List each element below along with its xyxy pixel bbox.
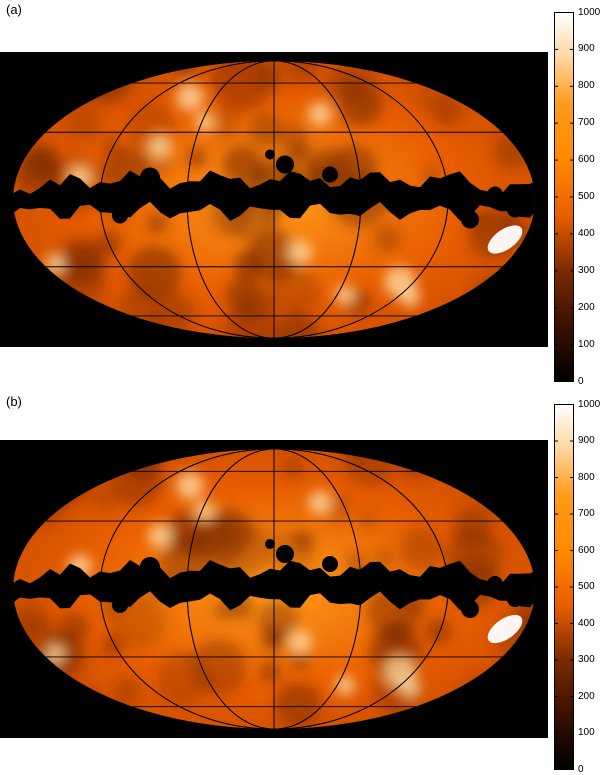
a-colorbar-tick-label: 800 — [578, 81, 595, 91]
b-colorbar-tick-label: 200 — [578, 692, 595, 702]
a-colorbar-tick-label: 0 — [578, 377, 584, 387]
a-colorbar-tick-label: 300 — [578, 266, 595, 276]
b-colorbar-tick-label: 0 — [578, 765, 584, 775]
b-colorbar-tick-label: 800 — [578, 473, 595, 483]
b-colorbar-tick-label: 900 — [578, 436, 595, 446]
a-colorbar-tick-label: 100 — [578, 340, 595, 350]
a-colorbar-tick-label: 1000 — [578, 8, 600, 18]
b-colorbar-tick-label: 400 — [578, 619, 595, 629]
b-colorbar-tick-label: 500 — [578, 582, 595, 592]
a-colorbar-tick-label: 500 — [578, 192, 595, 202]
a-colorbar-tick-label: 400 — [578, 229, 595, 239]
a-colorbar-tick-label: 900 — [578, 44, 595, 54]
a-colorbar-tick-label: 700 — [578, 118, 595, 128]
b-colorbar-tick-label: 700 — [578, 509, 595, 519]
a-colorbar-tick-label: 200 — [578, 303, 595, 313]
a-colorbar-tick-label: 600 — [578, 155, 595, 165]
b-colorbar-tick-label: 1000 — [578, 400, 600, 410]
b-colorbar-tick-label: 600 — [578, 546, 595, 556]
panel-b-colorbar — [554, 404, 574, 770]
b-colorbar-tick-label: 100 — [578, 728, 595, 738]
panel-b-sky-map — [0, 440, 548, 738]
b-colorbar-tick-label: 300 — [578, 655, 595, 665]
